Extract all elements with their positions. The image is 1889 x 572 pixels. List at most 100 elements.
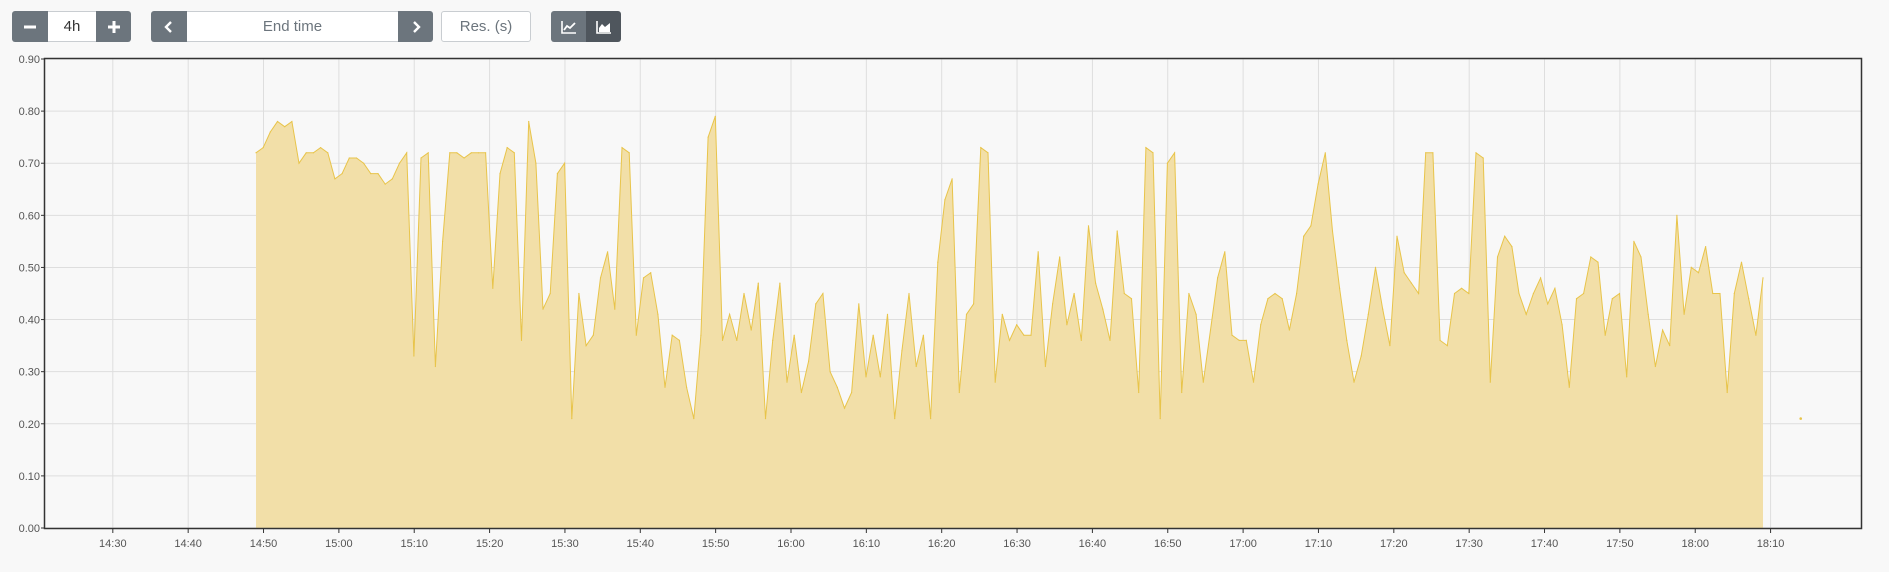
- data-point: [506, 147, 508, 149]
- data-point: [973, 303, 975, 305]
- data-point: [355, 157, 358, 159]
- data-point: [1044, 365, 1046, 368]
- data-point: [764, 418, 767, 420]
- increase-range-button[interactable]: [96, 11, 131, 42]
- data-point: [549, 292, 551, 295]
- data-point: [1238, 339, 1240, 341]
- data-point: [377, 173, 379, 175]
- resolution-input[interactable]: Res. (s): [441, 11, 531, 42]
- data-point: [1446, 345, 1448, 347]
- isolated-data-point: [1799, 417, 1803, 420]
- data-point: [1202, 381, 1204, 383]
- data-point: [858, 303, 860, 305]
- x-tick-label: 17:30: [1455, 538, 1483, 550]
- data-point: [872, 334, 874, 336]
- data-point: [1145, 147, 1147, 149]
- data-point: [664, 386, 666, 388]
- data-point: [291, 120, 293, 123]
- data-point: [1662, 329, 1664, 331]
- data-point: [800, 391, 803, 394]
- data-point: [434, 365, 436, 368]
- data-point: [1016, 324, 1018, 326]
- data-point: [937, 261, 939, 263]
- data-point: [1532, 292, 1534, 295]
- data-point: [1425, 152, 1427, 154]
- data-point: [520, 339, 523, 341]
- data-point: [1252, 381, 1255, 383]
- data-point: [1310, 225, 1312, 227]
- data-point: [499, 173, 501, 175]
- range-input[interactable]: 4h: [48, 11, 96, 42]
- data-point: [1389, 345, 1391, 347]
- x-tick-label: 16:50: [1154, 538, 1182, 550]
- data-point: [1231, 334, 1233, 336]
- data-point: [1296, 292, 1298, 295]
- data-point: [1453, 292, 1456, 295]
- data-point: [1755, 334, 1757, 336]
- data-point: [341, 173, 343, 175]
- x-tick-label: 17:20: [1380, 538, 1408, 550]
- chevron-left-icon: [164, 20, 172, 33]
- data-point: [1073, 292, 1075, 295]
- data-point: [1288, 329, 1290, 331]
- data-point: [528, 120, 530, 123]
- data-point: [1030, 334, 1032, 336]
- data-point: [398, 162, 401, 164]
- data-point: [269, 131, 271, 133]
- data-point: [1468, 292, 1470, 295]
- data-point: [1626, 376, 1628, 378]
- line-mode-button[interactable]: [551, 11, 586, 42]
- previous-time-button[interactable]: [151, 11, 187, 42]
- data-point: [1159, 418, 1161, 420]
- data-point: [1245, 339, 1247, 341]
- data-point: [1439, 339, 1441, 341]
- data-point: [635, 334, 637, 336]
- data-point: [1095, 282, 1097, 284]
- chevron-right-icon: [412, 20, 421, 33]
- data-point: [994, 381, 996, 383]
- end-time-input[interactable]: End time: [187, 11, 398, 42]
- next-time-button[interactable]: [398, 11, 433, 42]
- data-point: [829, 371, 831, 373]
- data-point: [1604, 334, 1606, 336]
- data-point: [1590, 256, 1592, 258]
- data-point: [915, 365, 917, 368]
- data-point: [1001, 313, 1003, 315]
- data-point: [944, 199, 946, 201]
- data-point: [1102, 308, 1104, 310]
- data-point: [255, 152, 257, 154]
- data-point: [592, 334, 594, 336]
- data-point: [470, 152, 472, 154]
- data-point: [1618, 292, 1621, 295]
- data-point: [1080, 339, 1082, 341]
- data-point: [721, 339, 724, 341]
- x-tick-label: 14:30: [99, 538, 127, 550]
- data-point: [700, 334, 702, 336]
- data-point: [1346, 339, 1348, 341]
- x-tick-label: 18:00: [1681, 538, 1709, 550]
- data-point: [930, 418, 932, 420]
- x-tick-label: 15:00: [325, 538, 353, 550]
- decrease-range-button[interactable]: [12, 11, 48, 42]
- data-point: [793, 334, 795, 336]
- data-point: [1496, 256, 1499, 258]
- y-tick-label: 0.30: [19, 367, 40, 379]
- x-tick-label: 16:40: [1079, 538, 1107, 550]
- data-point: [442, 240, 444, 242]
- stacked-mode-button[interactable]: [586, 11, 621, 42]
- x-tick-label: 15:10: [400, 538, 428, 550]
- data-point: [808, 360, 810, 362]
- data-point: [1504, 235, 1506, 237]
- x-tick-label: 15:40: [627, 538, 655, 550]
- data-point: [1360, 355, 1362, 357]
- data-point: [1130, 298, 1133, 300]
- data-point: [1583, 292, 1585, 295]
- data-point: [1181, 391, 1183, 394]
- data-point: [1152, 152, 1154, 154]
- data-point: [1432, 152, 1434, 154]
- data-point: [729, 313, 731, 315]
- data-point: [1669, 345, 1671, 347]
- data-point: [1697, 272, 1700, 274]
- data-point: [1339, 287, 1341, 289]
- data-point: [987, 152, 989, 154]
